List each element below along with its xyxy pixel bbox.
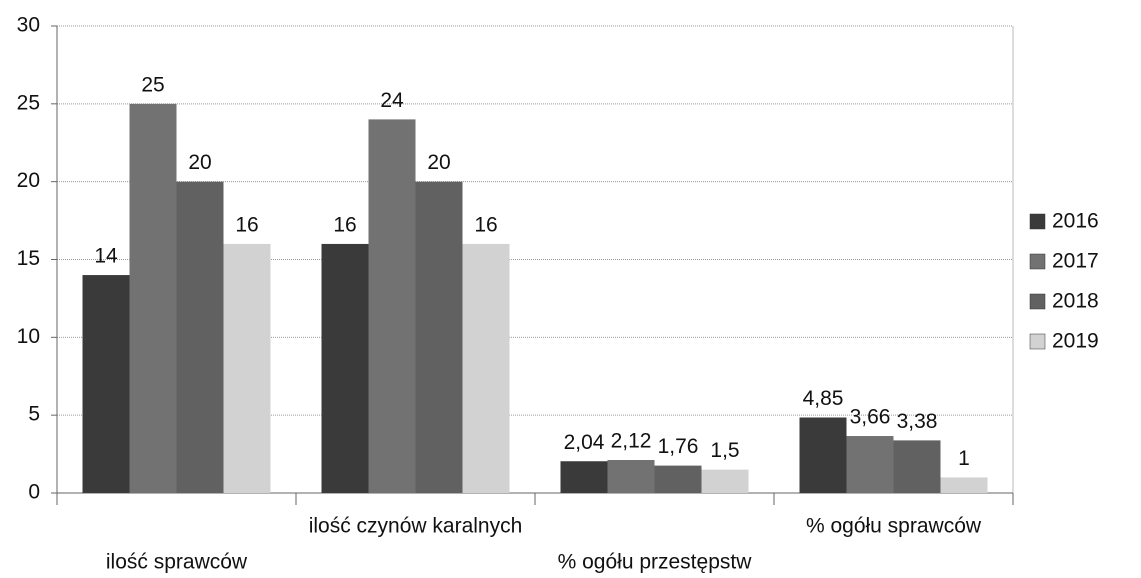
- legend-label: 2017: [1052, 250, 1099, 273]
- value-label: 24: [380, 89, 404, 112]
- x-tick-label: ilość sprawców: [106, 551, 248, 574]
- bar: [701, 469, 749, 493]
- bar: [82, 275, 130, 493]
- bar: [176, 181, 224, 493]
- value-label: 2,12: [611, 430, 652, 453]
- value-label: 20: [188, 151, 211, 174]
- bar: [893, 440, 941, 493]
- y-tick-label: 5: [28, 403, 40, 426]
- y-tick-label: 15: [17, 247, 40, 270]
- y-tick-label: 0: [28, 481, 40, 504]
- value-label: 1,5: [710, 439, 739, 462]
- value-label: 25: [141, 73, 164, 96]
- value-label: 20: [427, 151, 450, 174]
- legend-swatch: [1029, 213, 1046, 230]
- bar: [368, 119, 416, 494]
- value-label: 3,66: [850, 406, 891, 429]
- y-tick-label: 25: [17, 91, 40, 114]
- legend-label: 2016: [1052, 210, 1099, 233]
- y-tick-label: 20: [17, 169, 40, 192]
- bar: [560, 461, 608, 493]
- value-label: 3,38: [897, 410, 938, 433]
- value-label: 2,04: [564, 431, 605, 454]
- value-label: 16: [235, 213, 258, 236]
- value-label: 1,76: [658, 435, 699, 458]
- bar: [799, 417, 847, 493]
- x-tick-label: ilość czynów karalnych: [309, 515, 523, 538]
- bar: [607, 459, 655, 493]
- y-tick-label: 10: [17, 325, 40, 348]
- value-label: 1: [958, 447, 970, 470]
- legend-label: 2019: [1052, 330, 1099, 353]
- bar: [940, 477, 988, 493]
- value-label: 16: [333, 213, 356, 236]
- value-label: 16: [474, 213, 497, 236]
- legend-swatch: [1029, 293, 1046, 310]
- legend-swatch: [1029, 333, 1046, 350]
- bar: [654, 465, 702, 493]
- bar: [321, 243, 369, 493]
- value-label: 4,85: [803, 387, 844, 410]
- y-tick-label: 30: [17, 14, 40, 37]
- bar: [223, 243, 271, 493]
- bar: [846, 436, 894, 493]
- bar: [415, 181, 463, 493]
- x-tick-label: % ogółu sprawców: [806, 515, 982, 538]
- x-tick-label: % ogółu przestępstw: [558, 551, 753, 574]
- value-label: 14: [94, 245, 118, 268]
- bar: [462, 243, 510, 493]
- legend-swatch: [1029, 253, 1046, 270]
- legend-label: 2018: [1052, 290, 1099, 313]
- bar: [129, 103, 177, 493]
